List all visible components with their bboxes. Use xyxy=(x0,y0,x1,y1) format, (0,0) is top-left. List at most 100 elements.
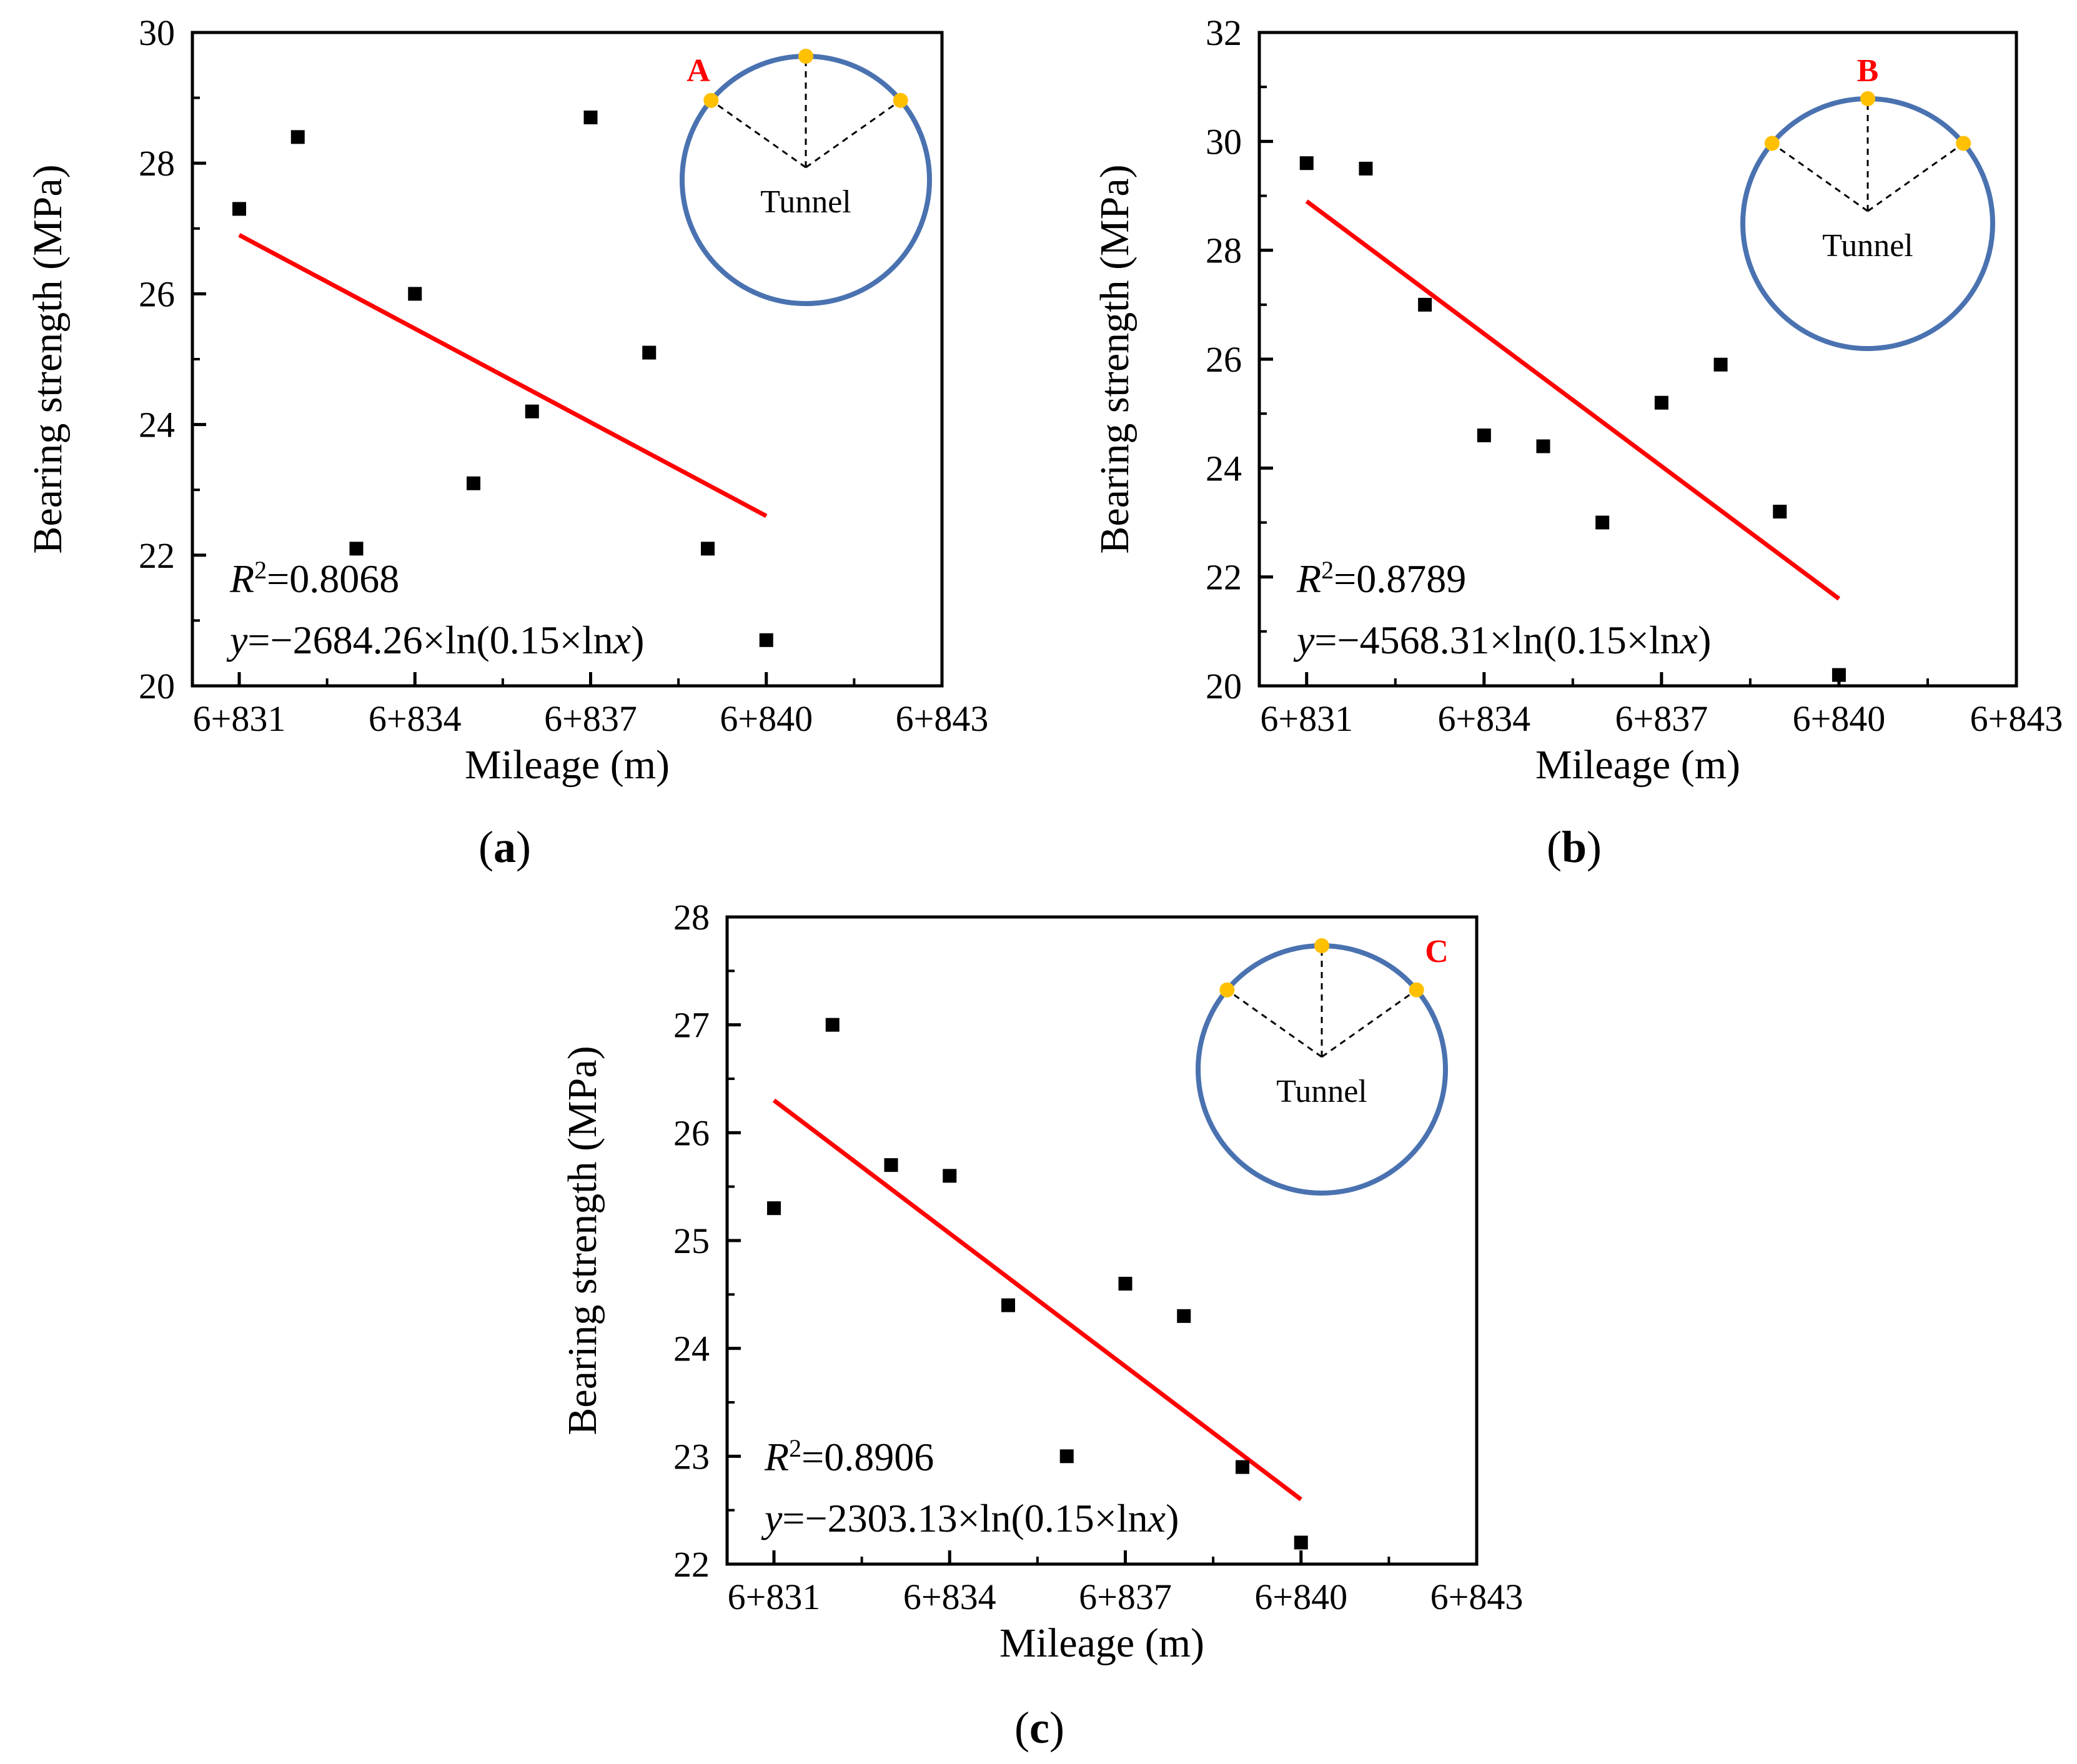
data-point xyxy=(767,1201,781,1216)
fit-line xyxy=(772,1098,1302,1502)
data-point xyxy=(1294,1535,1308,1550)
y-axis-title: Bearing strength (MPa) xyxy=(560,1046,605,1435)
y-tick-label: 24 xyxy=(139,405,175,445)
measure-point-dot xyxy=(1956,136,1971,151)
y-tick-label: 22 xyxy=(139,535,175,576)
r-squared-value: =0.8789 xyxy=(1334,557,1466,601)
x-tick-label: 6+834 xyxy=(903,1577,996,1617)
data-point xyxy=(943,1169,957,1183)
r-squared-label: R2=0.8906 xyxy=(764,1434,934,1480)
data-point xyxy=(759,633,773,647)
data-point xyxy=(1595,515,1610,530)
equation-close: ) xyxy=(1698,618,1711,662)
equation-body: =−4568.31×ln(0.15×ln xyxy=(1314,618,1680,662)
data-point xyxy=(1536,439,1550,453)
data-point xyxy=(1477,429,1491,443)
data-point xyxy=(1832,668,1846,682)
data-point xyxy=(1236,1460,1249,1474)
tunnel-inset: Tunnel B xyxy=(1740,53,1995,351)
radial-dashed-line xyxy=(1226,989,1322,1058)
data-point xyxy=(1418,297,1432,312)
y-tick-label: 30 xyxy=(1206,121,1242,162)
x-tick-label: 6+843 xyxy=(1430,1577,1524,1617)
tunnel-ring-icon xyxy=(1740,96,1995,351)
tunnel-label: Tunnel xyxy=(760,184,851,220)
data-point xyxy=(583,110,598,124)
r-squared-label: R2=0.8068 xyxy=(229,556,399,602)
tunnel-label: Tunnel xyxy=(1276,1074,1367,1109)
y-tick-label: 20 xyxy=(139,666,175,706)
y-tick-label: 25 xyxy=(673,1221,710,1261)
r-squared-superscript: 2 xyxy=(1321,556,1334,584)
data-point xyxy=(884,1158,898,1172)
caption-paren: ) xyxy=(516,822,531,872)
equation-x: x xyxy=(1680,618,1698,662)
point-marker-label: B xyxy=(1857,53,1879,89)
y-tick-label: 26 xyxy=(139,274,175,314)
y-tick-label: 28 xyxy=(139,143,175,184)
measure-point-dot xyxy=(1764,136,1780,151)
measure-point-dot xyxy=(1219,982,1235,998)
tunnel-ring-icon xyxy=(680,54,932,306)
x-tick-label: 6+834 xyxy=(1437,698,1530,739)
caption-letter: b xyxy=(1562,822,1587,872)
chart-panel-c: 6+831 6+834 6+837 6+840 6+843 22 23 24 25 26 27 28 M… xyxy=(560,897,1523,1753)
caption-paren: ) xyxy=(1587,822,1602,872)
caption-letter: a xyxy=(493,822,516,872)
data-point xyxy=(701,542,715,556)
y-tick-label: 24 xyxy=(673,1329,710,1369)
radial-dashed-line xyxy=(710,99,806,169)
y-axis-title: Bearing strength (MPa) xyxy=(25,164,71,553)
chart-panel-b: 6+831 6+834 6+837 6+840 6+843 20 22 24 26 28 30 32 M… xyxy=(1092,12,2063,872)
radial-dashed-line xyxy=(1321,989,1417,1058)
r-squared-symbol: R xyxy=(764,1435,789,1479)
data-point xyxy=(1299,156,1314,171)
x-tick-label: 6+837 xyxy=(1079,1577,1172,1617)
data-point xyxy=(642,345,657,360)
x-axis-title: Mileage (m) xyxy=(465,742,670,788)
y-tick-label: 24 xyxy=(1206,448,1242,488)
x-axis-title: Mileage (m) xyxy=(999,1620,1204,1666)
r-squared-value: =0.8068 xyxy=(267,557,399,601)
y-tick-label: 27 xyxy=(673,1005,710,1046)
measure-point-dot xyxy=(798,49,813,64)
y-tick-label: 28 xyxy=(1206,230,1242,271)
r-squared-superscript: 2 xyxy=(254,556,267,584)
measure-point-dot xyxy=(1860,91,1875,106)
y-tick-label: 22 xyxy=(1206,557,1242,598)
y-tick-label: 23 xyxy=(673,1436,710,1477)
caption-paren: ( xyxy=(1547,822,1562,872)
measure-point-dot xyxy=(893,92,908,108)
r-squared-symbol: R xyxy=(229,557,254,601)
x-tick-label: 6+840 xyxy=(1254,1577,1347,1617)
caption-paren: ) xyxy=(1049,1703,1064,1753)
data-point xyxy=(349,542,364,556)
equation-y: y xyxy=(1293,618,1315,662)
data-point xyxy=(1059,1449,1074,1464)
y-tick-label: 22 xyxy=(673,1544,710,1585)
x-tick-label: 6+831 xyxy=(1260,698,1353,739)
equation-body: =−2303.13×ln(0.15×ln xyxy=(782,1496,1148,1540)
fit-line xyxy=(238,233,768,518)
data-point xyxy=(525,404,539,419)
equation-close: ) xyxy=(1166,1496,1179,1540)
measure-point-dot xyxy=(1314,938,1329,953)
y-tick-label: 26 xyxy=(1206,339,1242,380)
fit-equation: y=−2684.26×ln(0.15×lnx) xyxy=(226,618,644,662)
caption-paren: ( xyxy=(1014,1703,1029,1753)
chart-panel-a: 6+831 6+834 6+837 6+840 6+843 20 22 24 26 28 30 Mil… xyxy=(25,12,988,872)
equation-y: y xyxy=(761,1496,783,1540)
caption-paren: ( xyxy=(478,822,493,872)
x-tick-label: 6+843 xyxy=(896,698,989,739)
data-point xyxy=(1359,161,1373,176)
radial-dashed-line xyxy=(805,99,901,169)
r-squared-symbol: R xyxy=(1296,557,1321,601)
measure-point-dot xyxy=(703,92,719,108)
r-squared-label: R2=0.8789 xyxy=(1296,556,1466,602)
point-marker-label: A xyxy=(687,53,710,89)
y-tick-label: 20 xyxy=(1206,666,1242,706)
data-point xyxy=(290,130,305,144)
caption-letter: c xyxy=(1029,1703,1049,1753)
x-tick-label: 6+831 xyxy=(193,698,286,739)
